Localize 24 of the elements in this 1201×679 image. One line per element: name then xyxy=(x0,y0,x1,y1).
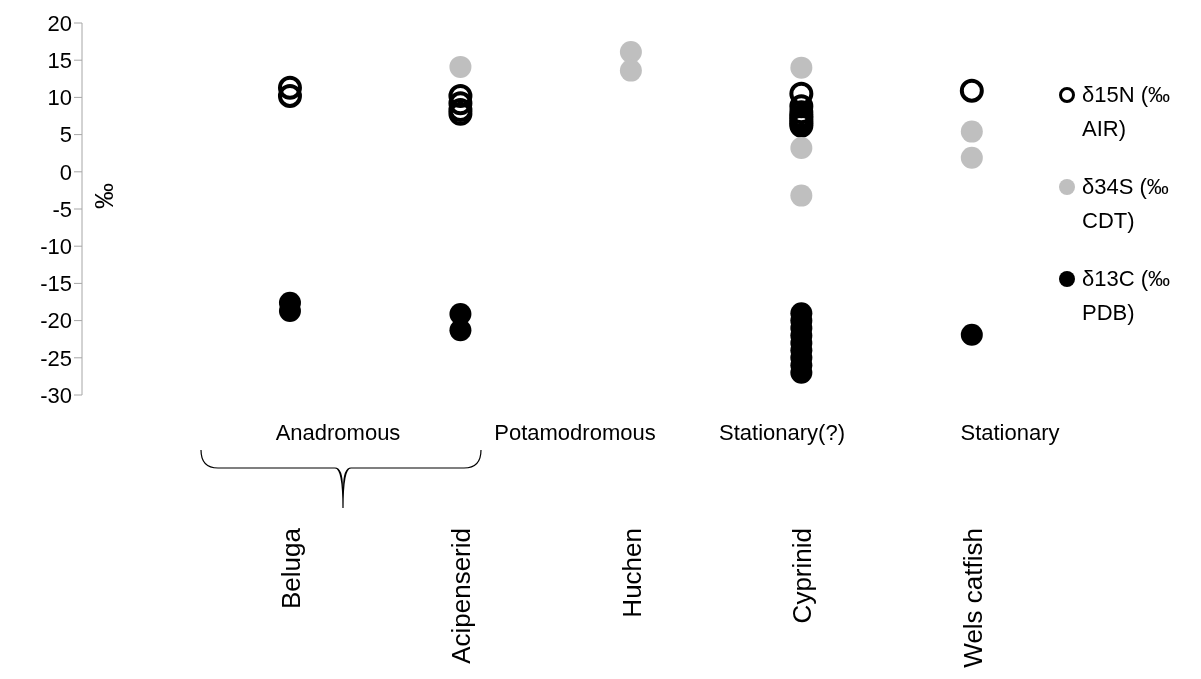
y-tick-label: 15 xyxy=(47,48,72,74)
x-tick-label: Wels catfish xyxy=(957,528,988,668)
y-tick-label: -25 xyxy=(40,345,72,371)
y-tick-label: 20 xyxy=(47,10,72,36)
text: Potamodromous xyxy=(493,420,657,446)
x-tick-label: Huchen xyxy=(616,528,647,618)
y-tick-label: 5 xyxy=(59,122,72,148)
y-axis-title: ‰ xyxy=(89,183,120,209)
x-tick-label: Acipenserid xyxy=(446,528,477,664)
y-tick-label: -30 xyxy=(40,382,72,408)
legend-label: δ15N (‰ AIR) xyxy=(1082,81,1172,143)
text: Stationary(?) xyxy=(718,420,846,446)
legend-label: δ34S (‰ CDT) xyxy=(1082,173,1170,235)
text: Stationary xyxy=(959,420,1061,446)
legend-label: δ13C (‰ PDB) xyxy=(1082,265,1172,327)
y-tick-label: 10 xyxy=(47,85,72,111)
y-tick-label: -5 xyxy=(52,196,72,222)
y-tick-label: 0 xyxy=(59,159,72,185)
x-tick-label: Beluga xyxy=(275,527,306,609)
y-tick-label: -15 xyxy=(40,271,72,297)
text: Anadromous xyxy=(274,420,402,446)
x-tick-label: Cyprinid xyxy=(787,528,818,624)
y-tick-label: -10 xyxy=(40,234,72,260)
y-tick-label: -20 xyxy=(40,308,72,334)
